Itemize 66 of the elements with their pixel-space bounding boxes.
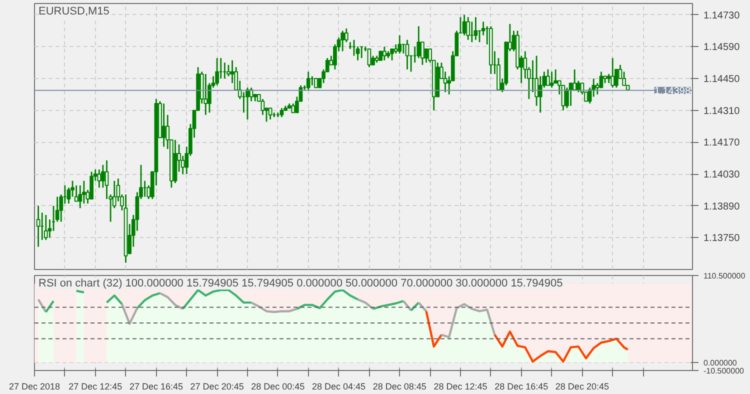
y-tick-label: 1.13890 [704,201,740,212]
candlestick [314,78,318,88]
x-tick-label: 27 Dec 12:45 [68,382,122,392]
x-tick-label: 28 Dec 08:45 [372,382,426,392]
y-tick-label: 1.14450 [704,74,740,86]
candlestick [74,184,78,202]
x-tick-label: 27 Dec 20:45 [190,382,244,392]
candlestick [466,16,470,41]
x-tick-label: 28 Dec 20:45 [555,382,609,392]
candlestick [416,26,421,59]
candlestick [367,48,372,68]
candlestick [306,71,310,91]
x-tick-label: 28 Dec 00:45 [251,382,305,392]
y-tick-label: 0.000000 [704,358,738,368]
candlestick [462,14,466,36]
candlestick [390,48,394,62]
y-tick-label: 1.14310 [704,106,740,117]
candlestick [554,68,558,84]
y-tick-label: 1.14730 [704,10,740,22]
x-tick-label: 27 Dec 16:45 [129,382,183,392]
candlestick [90,171,94,200]
chart-title: RSI on chart (32) 100.000000 15.794905 15.794905 0.000000 50.000000 70.000000 30.000000 15.794905 [38,278,563,290]
candlestick [36,205,40,248]
candlestick [568,82,573,107]
candlestick [101,164,105,188]
candlestick [572,68,577,91]
y-tick-label: 1.14030 [704,170,740,181]
candlestick [610,57,615,88]
candlestick [78,184,82,209]
x-tick-label: 27 Dec 2018 [8,382,60,392]
y-tick-label: -10.500000 [704,366,745,376]
y-tick-label: 1.14170 [704,138,740,149]
y-tick-label: 110.500000 [704,272,746,280]
candlestick [394,44,398,54]
candlestick [291,102,296,114]
candlestick [215,57,219,86]
candlestick [260,98,265,116]
candlestick [340,30,345,52]
candlestick [576,80,580,93]
candlestick [268,107,272,120]
candlestick [344,28,348,43]
candlestick [565,86,569,109]
candlestick [398,34,402,54]
candlestick [378,50,383,61]
x-tick-label: 28 Dec 16:45 [494,382,548,392]
candlestick [538,76,542,114]
candlestick [474,16,478,41]
x-tick-label: 28 Dec 12:45 [434,382,488,392]
candlestick [82,180,86,204]
candlestick [546,68,550,86]
chart-title: EURUSD,M15 [38,6,110,18]
candlestick [44,214,48,241]
candlestick [104,160,109,200]
candlestick [622,71,626,86]
candlestick [405,39,410,70]
y-tick-label: 1.14590 [704,42,740,54]
candlestick [382,46,386,62]
candlestick [204,73,208,116]
candlestick [162,102,166,148]
candlestick [280,107,284,118]
candlestick [606,73,611,84]
candlestick [226,64,230,77]
candlestick [97,168,102,188]
candlestick [550,71,554,88]
x-tick-label: 28 Dec 04:45 [312,382,366,392]
y-tick-label: 1.13750 [704,233,740,244]
